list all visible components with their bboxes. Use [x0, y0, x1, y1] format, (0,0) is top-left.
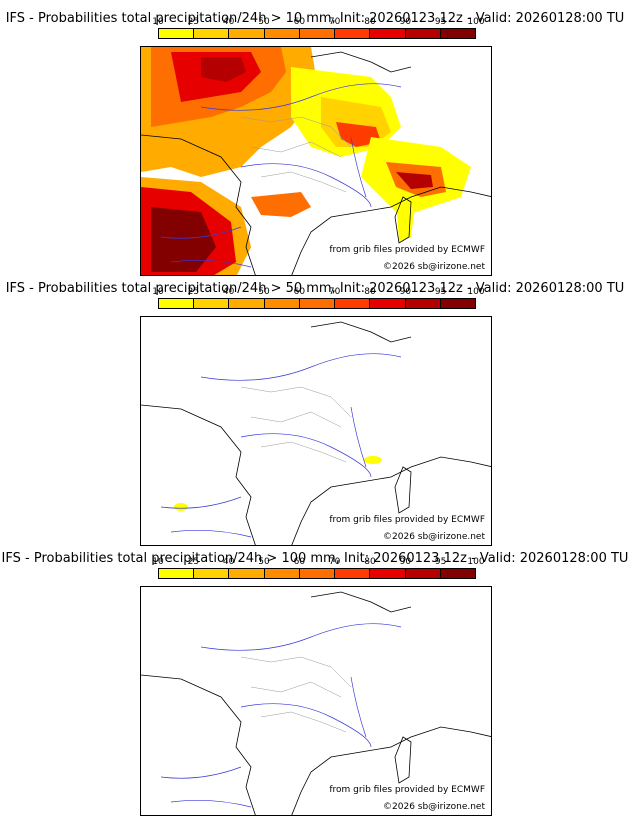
coastlines: [141, 321, 491, 545]
precipitation-map: [141, 47, 491, 275]
colorbar-ticks: 10 25 40 50 60 70 80 90 95 100: [152, 556, 484, 568]
panel-title: IFS - Probabilities total precipitation/…: [1, 551, 629, 566]
rivers: [160, 83, 402, 268]
colorbar-segment: [370, 299, 406, 308]
colorbar-tick-label: 60: [293, 557, 306, 567]
map-frame: from grib files provided by ECMWF ©2026 …: [140, 316, 492, 546]
colorbar-tick-label: 95: [434, 17, 447, 27]
colorbar-segment: [194, 299, 230, 308]
colorbar-tick-label: 50: [258, 287, 270, 297]
map-panel-50mm: IFS - Probabilities total precipitation/…: [0, 270, 630, 546]
source-credit: from grib files provided by ECMWF: [329, 785, 485, 795]
colorbar-tick-label: 25: [187, 557, 200, 567]
colorbar-tick-label: 80: [364, 557, 376, 567]
precipitation-map: [141, 591, 491, 815]
colorbar-segment: [264, 299, 300, 308]
colorbar-segment: [299, 299, 336, 308]
colorbar-tick-label: 100: [467, 17, 485, 27]
probability-field: [141, 47, 471, 275]
colorbar-tick-label: 40: [222, 557, 235, 567]
rivers: [160, 353, 402, 538]
colorbar-tick-label: 100: [467, 287, 485, 297]
colorbar-tick-label: 90: [399, 287, 412, 297]
copyright-credit: ©2026 sb@irizone.net: [383, 802, 485, 812]
colorbar-tick-label: 100: [467, 557, 485, 567]
colorbar-tick-label: 10: [152, 17, 164, 27]
panel-title: IFS - Probabilities total precipitation/…: [5, 11, 625, 26]
colorbar-segment: [370, 569, 406, 578]
colorbar: [158, 298, 476, 309]
colorbar-segment: [229, 299, 265, 308]
colorbar-tick-label: 70: [328, 557, 341, 567]
colorbar-segment: [159, 299, 195, 308]
colorbar-segment: [335, 569, 371, 578]
colorbar-segment: [405, 29, 441, 38]
colorbar-tick-label: 25: [187, 287, 200, 297]
map-panel-100mm: IFS - Probabilities total precipitation/…: [0, 540, 630, 816]
colorbar-tick-label: 50: [258, 557, 270, 567]
colorbar-tick-label: 60: [293, 17, 306, 27]
colorbar-segment: [440, 29, 475, 38]
source-credit: from grib files provided by ECMWF: [329, 245, 485, 255]
map-frame: from grib files provided by ECMWF ©2026 …: [140, 46, 492, 276]
probability-field: [174, 456, 382, 511]
precipitation-map: [141, 321, 491, 545]
colorbar-segment: [194, 569, 230, 578]
colorbar-segment: [405, 569, 441, 578]
colorbar-ticks: 10 25 40 50 60 70 80 90 95 100: [152, 286, 484, 298]
panel-title: IFS - Probabilities total precipitation/…: [5, 281, 625, 296]
source-credit: from grib files provided by ECMWF: [329, 515, 485, 525]
colorbar-segment: [440, 569, 475, 578]
colorbar-segment: [299, 569, 336, 578]
colorbar-tick-label: 50: [258, 17, 270, 27]
map-panel-10mm: IFS - Probabilities total precipitation/…: [0, 0, 630, 276]
colorbar-tick-label: 70: [328, 17, 341, 27]
colorbar-tick-label: 80: [364, 287, 376, 297]
colorbar-tick-label: 40: [222, 287, 235, 297]
colorbar-segment: [159, 569, 195, 578]
map-frame: from grib files provided by ECMWF ©2026 …: [140, 586, 492, 816]
copyright-credit: ©2026 sb@irizone.net: [383, 262, 485, 272]
colorbar-tick-label: 80: [364, 17, 376, 27]
colorbar-tick-label: 95: [434, 557, 447, 567]
colorbar-tick-label: 90: [399, 557, 412, 567]
admin-borders: [240, 116, 352, 193]
colorbar-segment: [370, 29, 406, 38]
rivers: [160, 623, 402, 808]
colorbar-segment: [194, 29, 230, 38]
colorbar-tick-label: 95: [434, 287, 447, 297]
colorbar-segment: [229, 569, 265, 578]
colorbar-tick-label: 10: [152, 557, 164, 567]
colorbar-segment: [299, 29, 336, 38]
colorbar-tick-label: 70: [328, 287, 341, 297]
colorbar-segment: [335, 299, 371, 308]
colorbar-tick-label: 40: [222, 17, 235, 27]
admin-borders: [240, 656, 352, 733]
colorbar-tick-label: 25: [187, 17, 200, 27]
colorbar-segment: [229, 29, 265, 38]
colorbar-tick-label: 90: [399, 17, 412, 27]
coastlines: [141, 591, 491, 815]
colorbar: [158, 568, 476, 579]
colorbar-ticks: 10 25 40 50 60 70 80 90 95 100: [152, 16, 484, 28]
coastlines: [141, 51, 491, 275]
colorbar-segment: [405, 299, 441, 308]
admin-borders: [240, 386, 352, 463]
colorbar-segment: [335, 29, 371, 38]
colorbar: [158, 28, 476, 39]
colorbar-segment: [264, 29, 300, 38]
copyright-credit: ©2026 sb@irizone.net: [383, 532, 485, 542]
colorbar-segment: [440, 299, 475, 308]
colorbar-segment: [159, 29, 195, 38]
colorbar-tick-label: 60: [293, 287, 306, 297]
colorbar-segment: [264, 569, 300, 578]
colorbar-tick-label: 10: [152, 287, 164, 297]
